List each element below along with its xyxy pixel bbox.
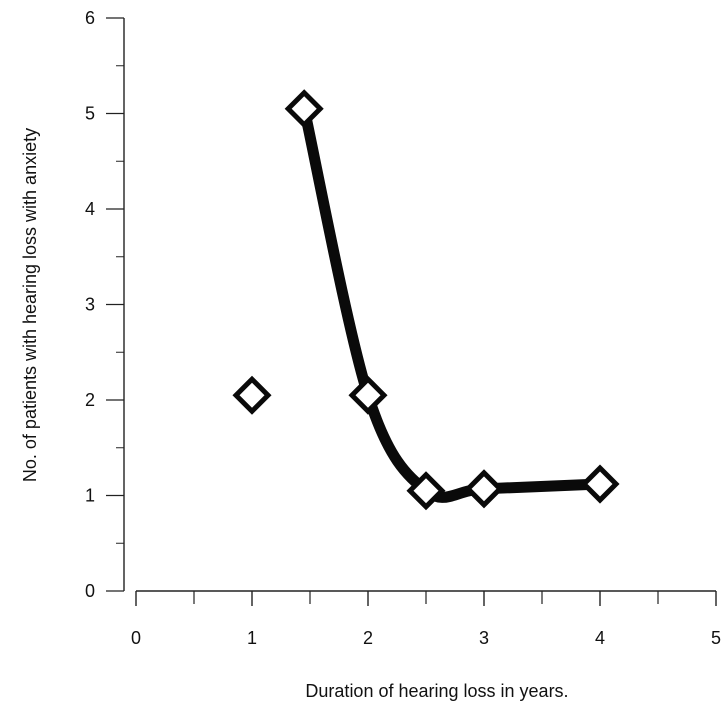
x-axis-ticks: 0 1 2 3 4 5 [131,591,721,648]
y-tick-label: 3 [85,295,95,315]
x-tick-label: 2 [363,628,373,648]
x-tick-label: 4 [595,628,605,648]
x-tick-label: 5 [711,628,721,648]
x-tick-label: 3 [479,628,489,648]
y-axis-ticks: 0 1 2 3 4 5 6 [85,8,124,601]
y-axis-title: No. of patients with hearing loss with a… [20,128,40,482]
data-point-diamond [464,469,504,509]
y-tick-label: 1 [85,486,95,506]
data-point-diamond [348,375,388,415]
x-tick-label: 0 [131,628,141,648]
data-points [232,89,620,511]
data-point-diamond [406,471,446,511]
y-tick-label: 6 [85,8,95,28]
data-point-diamond [232,375,272,415]
trend-line [298,103,606,503]
axis-titles: Duration of hearing loss in years. No. o… [20,128,569,701]
y-tick-label: 4 [85,199,95,219]
data-point-diamond [284,89,324,129]
trend-line-layer [298,103,606,503]
x-tick-label: 1 [247,628,257,648]
axes: 0 1 2 3 4 5 6 0 1 2 3 4 5 [85,8,721,648]
y-tick-label: 5 [85,104,95,124]
y-tick-label: 2 [85,390,95,410]
y-tick-label: 0 [85,581,95,601]
data-point-diamond [580,464,620,504]
x-axis-title: Duration of hearing loss in years. [305,681,568,701]
